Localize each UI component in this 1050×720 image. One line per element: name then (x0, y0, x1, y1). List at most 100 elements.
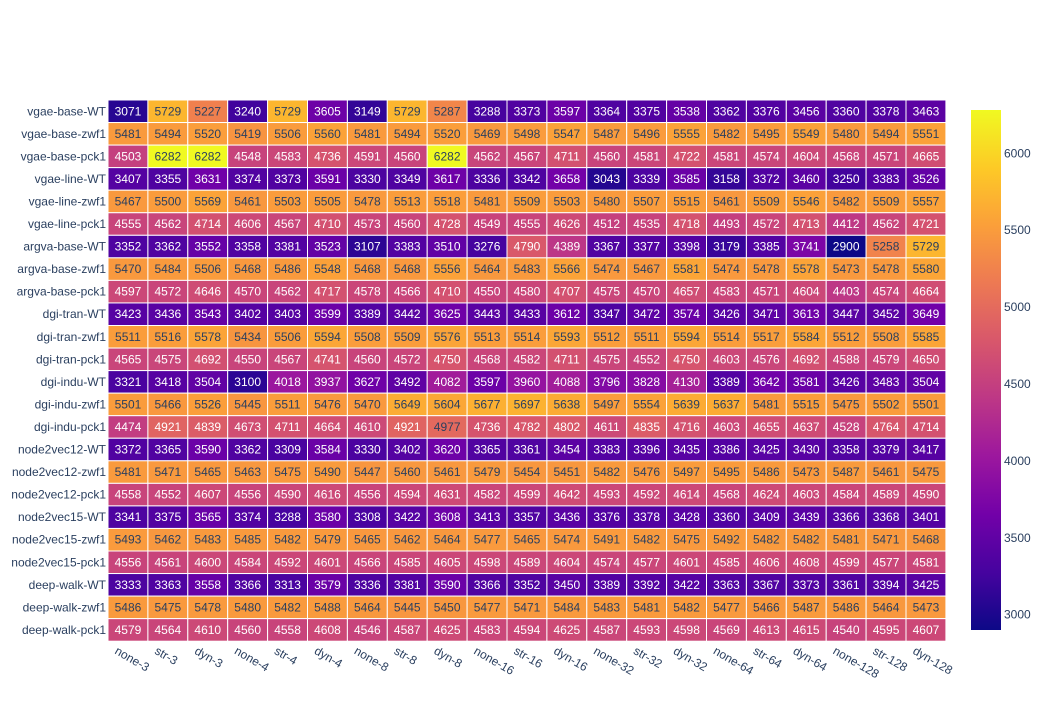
cell-value-label: 3336 (474, 172, 501, 186)
cell-value-label: 5580 (913, 262, 940, 276)
x-tick-label: str-16 (511, 644, 545, 672)
cell-value-label: 3367 (593, 240, 620, 254)
cell-value-label: 4657 (673, 285, 700, 299)
cell-value-label: 4568 (833, 149, 860, 163)
cell-value-label: 3378 (873, 104, 900, 118)
cell-value-label: 3374 (234, 510, 261, 524)
cell-value-label: 4583 (274, 149, 301, 163)
cell-value-label: 3383 (873, 172, 900, 186)
cell-value-label: 5507 (633, 194, 660, 208)
x-tick-label: str-8 (392, 644, 420, 668)
y-tick-label: dgi-tran-zwf1 (37, 330, 107, 344)
cell-value-label: 3336 (354, 578, 381, 592)
cell-value-label: 4595 (873, 623, 900, 637)
cell-value-label: 4389 (553, 240, 580, 254)
cell-value-label: 5468 (394, 262, 421, 276)
cell-value-label: 5509 (514, 194, 541, 208)
cell-value-label: 4717 (314, 285, 341, 299)
cell-value-label: 5470 (354, 397, 381, 411)
cell-value-label: 5477 (713, 600, 740, 614)
cell-value-label: 3376 (593, 510, 620, 524)
cell-value-label: 4590 (913, 488, 940, 502)
y-tick-label: argva-base-zwf1 (17, 262, 106, 276)
cell-value-label: 3367 (753, 578, 780, 592)
cell-value-label: 5557 (913, 194, 940, 208)
x-tick-label: dyn-16 (551, 644, 590, 675)
cell-value-label: 5604 (434, 397, 461, 411)
cell-value-label: 4503 (115, 149, 142, 163)
cell-value-label: 3597 (553, 104, 580, 118)
cell-value-label: 4571 (753, 285, 780, 299)
cell-value-label: 3366 (833, 510, 860, 524)
cell-value-label: 3149 (354, 104, 381, 118)
cell-value-label: 3580 (314, 510, 341, 524)
x-tick-label: none-3 (112, 644, 152, 675)
cell-value-label: 4555 (514, 217, 541, 231)
cell-value-label: 4088 (553, 375, 580, 389)
y-tick-label: vgae-base-WT (27, 104, 106, 118)
cell-value-label: 4716 (673, 420, 700, 434)
cell-value-label: 3100 (234, 375, 261, 389)
cell-value-label: 3341 (115, 510, 142, 524)
cell-value-label: 4556 (115, 555, 142, 569)
cell-value-label: 4582 (514, 352, 541, 366)
cell-value-label: 5462 (394, 533, 421, 547)
cell-value-label: 5478 (873, 262, 900, 276)
cell-value-label: 4548 (234, 149, 261, 163)
cell-value-label: 5468 (913, 533, 940, 547)
cell-value-label: 3107 (354, 240, 381, 254)
cell-value-label: 5465 (514, 533, 541, 547)
cell-value-label: 3396 (633, 443, 660, 457)
cell-value-label: 4575 (154, 352, 181, 366)
cell-value-label: 5548 (314, 262, 341, 276)
cell-value-label: 4589 (873, 488, 900, 502)
cell-value-label: 3523 (314, 240, 341, 254)
cell-value-label: 3330 (354, 443, 381, 457)
cell-value-label: 4608 (793, 555, 820, 569)
cell-value-label: 5490 (314, 465, 341, 479)
cell-value-label: 3472 (633, 307, 660, 321)
cell-value-label: 5506 (274, 127, 301, 141)
cell-value-label: 4581 (633, 149, 660, 163)
cell-value-label: 3428 (673, 510, 700, 524)
cell-value-label: 5638 (553, 397, 580, 411)
cell-value-label: 5566 (553, 262, 580, 276)
cell-value-label: 5513 (394, 194, 421, 208)
cell-value-label: 4597 (115, 285, 142, 299)
cell-value-label: 4562 (154, 217, 181, 231)
cell-value-label: 5485 (234, 533, 261, 547)
cell-value-label: 4607 (913, 623, 940, 637)
cell-value-label: 4605 (434, 555, 461, 569)
cell-value-label: 3454 (553, 443, 580, 457)
cell-value-label: 4711 (554, 149, 580, 163)
cell-value-label: 4736 (474, 420, 501, 434)
cell-value-label: 5474 (593, 262, 620, 276)
cell-value-label: 5511 (634, 330, 660, 344)
cell-value-label: 5476 (314, 397, 341, 411)
cell-value-label: 5569 (194, 194, 221, 208)
cell-value-label: 3288 (474, 104, 501, 118)
cell-value-label: 5473 (793, 465, 820, 479)
colorbar-tick-label: 6000 (1004, 146, 1031, 160)
cell-value-label: 4581 (713, 149, 740, 163)
cell-value-label: 4610 (194, 623, 221, 637)
cell-value-label: 3403 (274, 307, 301, 321)
cell-value-label: 4566 (354, 555, 381, 569)
x-tick-label: none-64 (711, 644, 756, 678)
y-tick-label: vgae-line-WT (35, 172, 107, 186)
cell-value-label: 5463 (234, 465, 261, 479)
cell-value-label: 4606 (753, 555, 780, 569)
cell-value-label: 5482 (793, 533, 820, 547)
cell-value-label: 3543 (194, 307, 221, 321)
y-tick-label: node2vec15-zwf1 (12, 533, 106, 547)
cell-value-label: 4736 (314, 149, 341, 163)
cell-value-label: 5578 (194, 330, 221, 344)
cell-value-label: 3398 (673, 240, 700, 254)
cell-value-label: 4710 (314, 217, 341, 231)
cell-value-label: 5483 (593, 600, 620, 614)
cell-value-label: 4555 (115, 217, 142, 231)
cell-value-label: 3471 (753, 307, 780, 321)
cell-value-label: 3339 (633, 172, 660, 186)
cell-value-label: 3409 (753, 510, 780, 524)
cell-value-label: 4594 (514, 623, 541, 637)
